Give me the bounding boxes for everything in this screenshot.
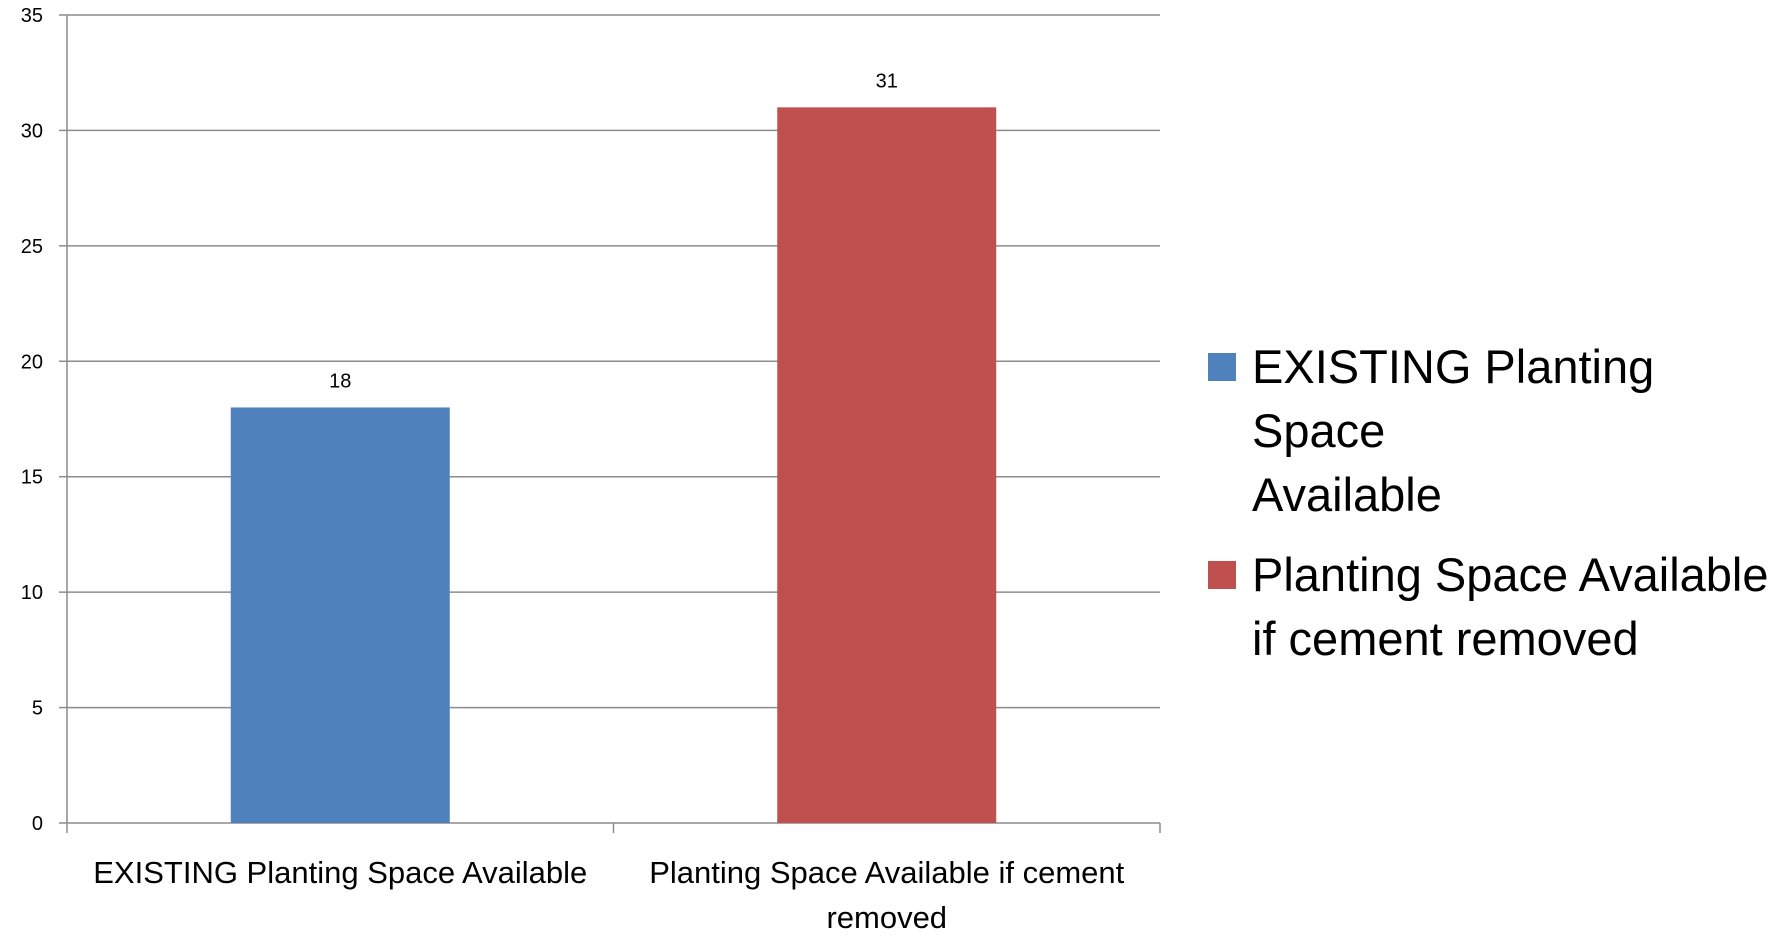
legend-label-line: Planting Space Available — [1252, 548, 1769, 601]
y-tick-label: 0 — [32, 813, 43, 835]
legend-label: Planting Space Available if cement remove… — [1252, 543, 1769, 671]
y-tick-label: 35 — [21, 5, 43, 27]
legend-label: EXISTING Planting Space Available — [1252, 335, 1783, 527]
x-tick-label: Planting Space Available if cement — [649, 855, 1124, 890]
data-label: 18 — [329, 370, 351, 392]
x-tick-label: EXISTING Planting Space Available — [93, 855, 587, 890]
data-label: 31 — [876, 70, 898, 92]
legend-label-line: EXISTING Planting Space — [1252, 340, 1655, 457]
y-tick-label: 10 — [21, 582, 43, 604]
bar — [777, 107, 997, 824]
y-tick-label: 15 — [21, 467, 43, 489]
x-tick-label: removed — [826, 900, 947, 935]
legend-label-line: if cement removed — [1252, 612, 1639, 665]
legend-label-line: Available — [1252, 468, 1442, 521]
bar — [230, 407, 450, 823]
y-tick-label: 30 — [21, 120, 43, 142]
legend-swatch — [1208, 353, 1236, 381]
legend-item: EXISTING Planting Space Available — [1208, 335, 1783, 527]
chart-legend: EXISTING Planting Space Available Planting… — [1208, 335, 1783, 687]
y-tick-label: 25 — [21, 236, 43, 258]
y-tick-label: 5 — [32, 698, 43, 720]
legend-swatch — [1208, 561, 1236, 589]
y-tick-label: 20 — [21, 351, 43, 373]
legend-item: Planting Space Available if cement remove… — [1208, 543, 1783, 671]
